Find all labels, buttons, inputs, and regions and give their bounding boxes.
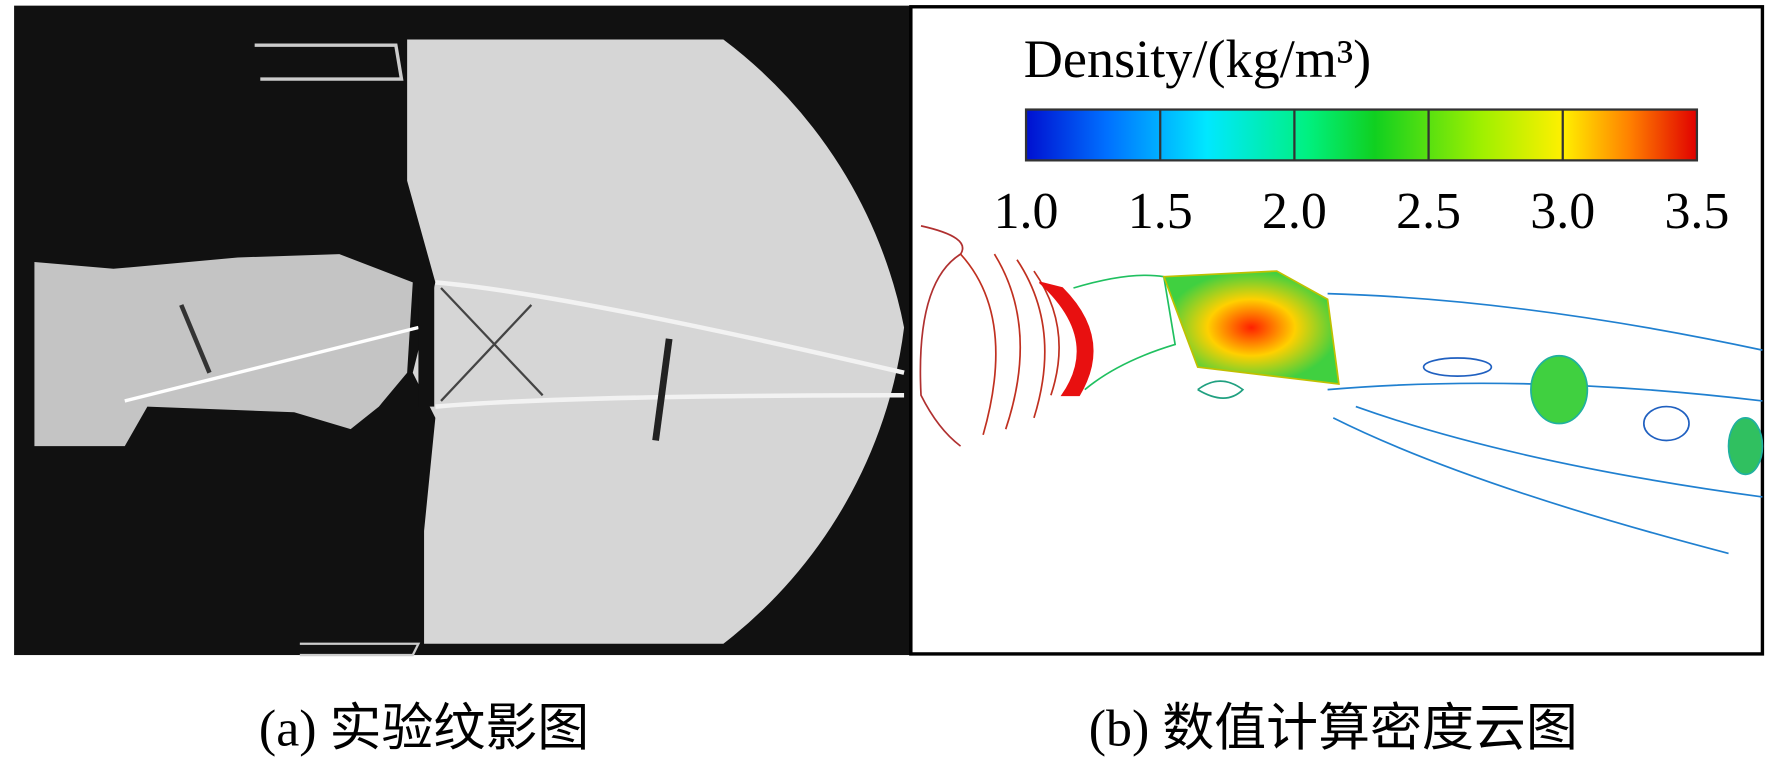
colorbar-tick-label: 2.5 <box>1396 183 1461 240</box>
colorbar-tick-label: 3.0 <box>1530 183 1595 240</box>
colorbar-tick-label: 3.5 <box>1664 183 1729 240</box>
caption: (a) 实验纹影图 <box>259 700 589 757</box>
colorbar-title: Density/(kg/m³) <box>1024 29 1371 89</box>
colorbar <box>1024 108 1699 162</box>
schlieren-image <box>14 5 910 657</box>
caption: (b) 数值计算密度云图 <box>1089 700 1578 757</box>
colorbar-tick-label: 1.5 <box>1128 183 1193 240</box>
colorbar-tick-label: 1.0 <box>994 183 1059 240</box>
contour-plot: Density/(kg/m³) <box>909 5 1765 656</box>
colorbar-tick-label: 2.0 <box>1262 183 1327 240</box>
